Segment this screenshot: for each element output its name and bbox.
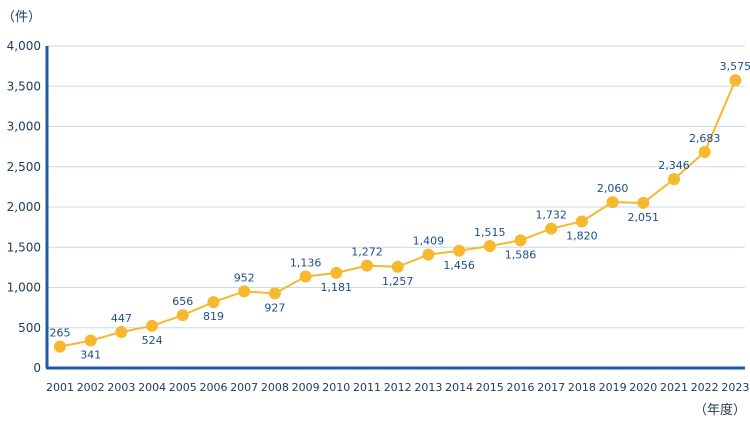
data-point xyxy=(54,340,66,353)
data-label: 1,515 xyxy=(474,226,506,239)
data-point xyxy=(84,334,97,347)
x-tick-label: 2022 xyxy=(691,381,719,394)
data-label: 656 xyxy=(172,295,193,308)
data-point xyxy=(391,260,404,273)
data-label: 3,575 xyxy=(720,60,750,73)
data-label: 1,456 xyxy=(443,259,475,272)
data-label: 1,820 xyxy=(566,229,598,242)
x-tick-label: 2020 xyxy=(629,381,657,394)
y-tick-label: 0 xyxy=(33,361,41,375)
data-label: 1,732 xyxy=(535,209,567,222)
y-tick-label: 3,000 xyxy=(7,120,41,134)
x-tick-label: 2008 xyxy=(261,381,289,394)
data-point xyxy=(238,285,251,298)
data-label: 1,586 xyxy=(505,248,537,261)
x-tick-label: 2023 xyxy=(721,381,749,394)
data-point xyxy=(668,173,680,186)
gridlines xyxy=(47,45,745,329)
x-tick-label: 2004 xyxy=(138,381,166,394)
data-label: 1,257 xyxy=(382,275,414,288)
data-point xyxy=(483,240,496,253)
x-tick-label: 2001 xyxy=(46,381,74,394)
x-unit-label: （年度） xyxy=(694,402,746,418)
x-tick-label: 2012 xyxy=(384,381,412,394)
data-point xyxy=(453,244,466,257)
data-label: 341 xyxy=(80,349,101,362)
data-point xyxy=(698,146,711,159)
data-point xyxy=(361,259,373,272)
data-label: 2,060 xyxy=(597,182,629,195)
y-tick-label: 3,500 xyxy=(7,79,41,93)
data-point xyxy=(729,74,742,87)
x-tick-label: 2003 xyxy=(107,381,135,394)
data-label: 1,409 xyxy=(413,235,445,248)
data-point xyxy=(422,248,435,261)
data-label: 819 xyxy=(203,310,224,323)
data-point xyxy=(115,326,128,339)
y-tick-label: 1,500 xyxy=(7,240,41,254)
data-label: 952 xyxy=(234,271,255,284)
y-tick-label: 500 xyxy=(18,321,41,335)
data-label: 524 xyxy=(142,334,163,347)
x-tick-label: 2016 xyxy=(507,381,535,394)
data-label: 2,051 xyxy=(628,211,660,224)
data-point xyxy=(268,287,281,300)
data-label: 2,346 xyxy=(658,159,690,172)
x-tick-label: 2010 xyxy=(322,381,350,394)
data-point xyxy=(606,196,619,209)
data-point xyxy=(176,309,189,322)
y-tick-label: 2,000 xyxy=(7,200,41,214)
x-tick-label: 2009 xyxy=(292,381,320,394)
x-tick-label: 2005 xyxy=(169,381,197,394)
x-tick-label: 2019 xyxy=(599,381,627,394)
data-point xyxy=(637,196,650,209)
y-axis-ticks: 0 500 1,000 1,500 2,000 2,500 3,000 3,500 4,000 xyxy=(7,39,41,375)
data-points xyxy=(54,74,742,353)
data-point xyxy=(545,222,558,235)
y-unit-label: （件） xyxy=(2,10,41,25)
x-tick-label: 2013 xyxy=(414,381,442,394)
x-tick-label: 2002 xyxy=(77,381,105,394)
data-label: 1,136 xyxy=(290,257,322,270)
data-label: 265 xyxy=(50,327,71,340)
data-point xyxy=(207,296,220,309)
y-tick-label: 2,500 xyxy=(7,160,41,174)
x-tick-label: 2021 xyxy=(660,381,688,394)
data-point xyxy=(146,319,159,332)
y-tick-label: 4,000 xyxy=(7,39,41,53)
data-point xyxy=(514,234,527,247)
data-label: 927 xyxy=(264,301,285,314)
x-tick-label: 2007 xyxy=(230,381,258,394)
x-tick-label: 2018 xyxy=(568,381,596,394)
x-tick-label: 2017 xyxy=(537,381,565,394)
x-tick-label: 2014 xyxy=(445,381,473,394)
data-label: 447 xyxy=(111,312,132,325)
x-tick-label: 2015 xyxy=(476,381,504,394)
data-label: 2,683 xyxy=(689,132,721,145)
data-label: 1,181 xyxy=(321,281,353,294)
data-point xyxy=(575,215,588,228)
data-point xyxy=(330,266,343,279)
y-tick-label: 1,000 xyxy=(7,281,41,295)
x-tick-label: 2006 xyxy=(200,381,228,394)
x-tick-label: 2011 xyxy=(353,381,381,394)
x-axis-ticks: 2001 2002 2003 2004 2005 2006 2007 2008 2009 2010… xyxy=(46,381,749,394)
data-label: 1,272 xyxy=(351,246,383,259)
data-labels: 265 341 447 524 656 819 952 927 1,136 1,181 1,272 1… xyxy=(50,60,750,361)
data-point xyxy=(299,270,312,283)
